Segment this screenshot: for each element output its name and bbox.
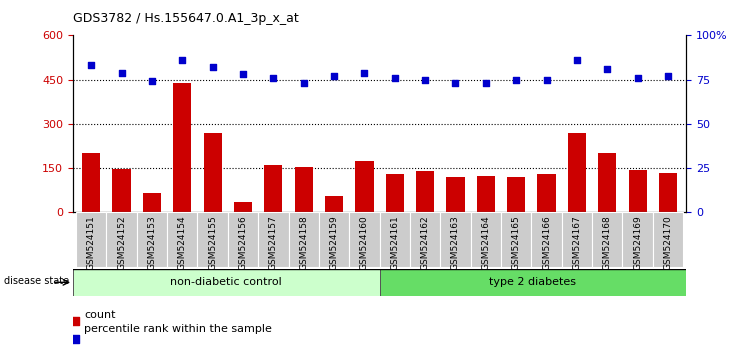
Bar — [82, 153, 100, 212]
Point — [328, 73, 340, 79]
Bar — [653, 212, 683, 267]
Point — [207, 64, 218, 70]
Text: GSM524158: GSM524158 — [299, 215, 308, 270]
Bar — [507, 177, 526, 212]
Point — [177, 57, 188, 63]
Text: GSM524163: GSM524163 — [451, 215, 460, 270]
Bar — [204, 133, 222, 212]
Point — [389, 75, 401, 81]
Point — [85, 63, 97, 68]
Text: type 2 diabetes: type 2 diabetes — [489, 277, 577, 287]
Text: GSM524156: GSM524156 — [239, 215, 247, 270]
Text: GSM524164: GSM524164 — [481, 215, 491, 270]
Bar — [107, 212, 137, 267]
Point — [541, 77, 553, 82]
Bar — [234, 202, 252, 212]
Point — [602, 66, 613, 72]
Text: GSM524152: GSM524152 — [117, 215, 126, 270]
Bar — [380, 212, 410, 267]
Bar — [623, 212, 653, 267]
Point — [146, 79, 158, 84]
Bar — [228, 212, 258, 267]
Text: GSM524169: GSM524169 — [633, 215, 642, 270]
Text: GSM524160: GSM524160 — [360, 215, 369, 270]
Point — [419, 77, 431, 82]
Point — [480, 80, 492, 86]
Bar — [446, 177, 464, 212]
Bar — [356, 161, 374, 212]
Point — [116, 70, 128, 75]
Text: GDS3782 / Hs.155647.0.A1_3p_x_at: GDS3782 / Hs.155647.0.A1_3p_x_at — [73, 12, 299, 25]
Bar — [167, 212, 197, 267]
Bar — [319, 212, 349, 267]
Text: GSM524162: GSM524162 — [420, 215, 430, 270]
Bar — [568, 133, 586, 212]
Bar — [562, 212, 592, 267]
Bar — [112, 169, 131, 212]
Text: percentile rank within the sample: percentile rank within the sample — [84, 324, 272, 334]
Bar — [137, 212, 167, 267]
Bar — [477, 176, 495, 212]
Bar — [659, 172, 677, 212]
Text: GSM524166: GSM524166 — [542, 215, 551, 270]
Point — [510, 77, 522, 82]
Bar — [288, 212, 319, 267]
Text: GSM524167: GSM524167 — [572, 215, 581, 270]
Text: GSM524159: GSM524159 — [329, 215, 339, 270]
Bar — [197, 212, 228, 267]
Text: count: count — [84, 310, 115, 320]
Text: GSM524151: GSM524151 — [87, 215, 96, 270]
Text: non-diabetic control: non-diabetic control — [170, 277, 283, 287]
Bar — [76, 212, 107, 267]
Bar — [380, 269, 686, 296]
Text: GSM524165: GSM524165 — [512, 215, 520, 270]
Text: GSM524170: GSM524170 — [664, 215, 672, 270]
Point — [298, 80, 310, 86]
Bar — [440, 212, 471, 267]
Bar — [537, 174, 556, 212]
Point — [69, 319, 81, 324]
Bar — [258, 212, 288, 267]
Bar — [325, 196, 343, 212]
Bar — [385, 174, 404, 212]
Point — [631, 75, 643, 81]
Text: GSM524155: GSM524155 — [208, 215, 217, 270]
Bar — [349, 212, 380, 267]
Bar — [173, 84, 191, 212]
Text: disease state: disease state — [4, 276, 69, 286]
Bar — [295, 167, 313, 212]
Bar — [531, 212, 562, 267]
Point — [69, 336, 81, 342]
Point — [358, 70, 370, 75]
Text: GSM524161: GSM524161 — [391, 215, 399, 270]
Point — [237, 72, 249, 77]
Bar — [73, 269, 380, 296]
Bar — [416, 171, 434, 212]
Point — [571, 57, 583, 63]
Text: GSM524154: GSM524154 — [178, 215, 187, 270]
Bar — [598, 153, 616, 212]
Text: GSM524157: GSM524157 — [269, 215, 278, 270]
Point — [267, 75, 279, 81]
Bar — [471, 212, 501, 267]
Bar — [629, 170, 647, 212]
Point — [662, 73, 674, 79]
Text: GSM524168: GSM524168 — [603, 215, 612, 270]
Text: GSM524153: GSM524153 — [147, 215, 156, 270]
Bar — [501, 212, 531, 267]
Bar — [592, 212, 623, 267]
Bar — [143, 193, 161, 212]
Bar — [410, 212, 440, 267]
Bar — [264, 165, 283, 212]
Point — [450, 80, 461, 86]
